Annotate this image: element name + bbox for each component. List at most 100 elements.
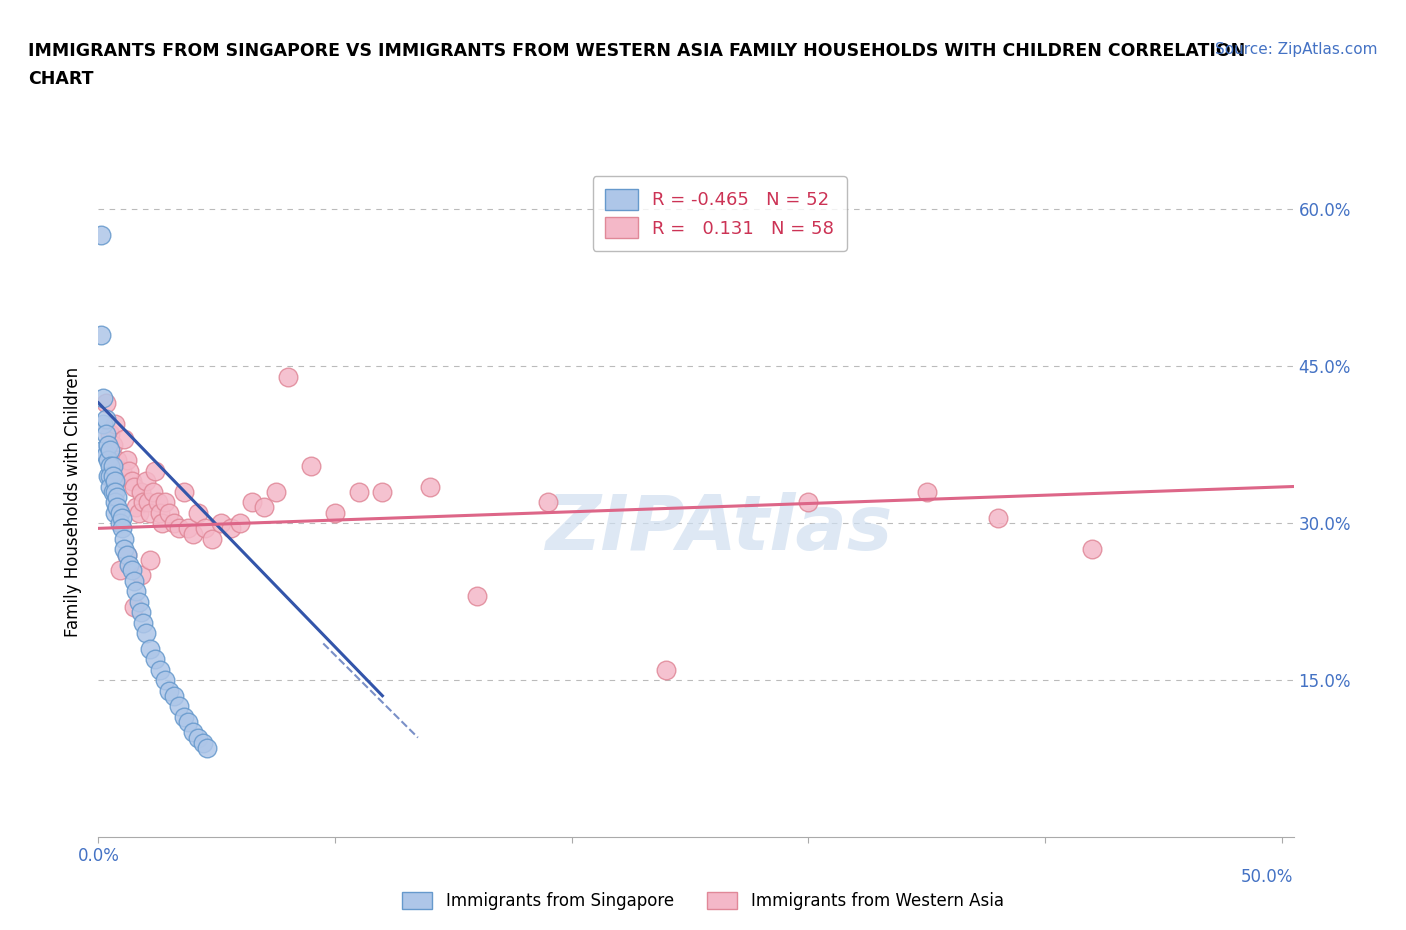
Point	[90, 327, 112, 342]
Point	[111, 521, 134, 536]
Point	[181, 526, 204, 541]
Point	[115, 547, 138, 562]
Point	[118, 463, 141, 478]
Point	[143, 652, 166, 667]
Point	[157, 683, 180, 698]
Point	[177, 521, 200, 536]
Point	[299, 458, 322, 473]
Point	[915, 485, 938, 499]
Point	[129, 485, 152, 499]
Point	[465, 589, 488, 604]
Point	[797, 495, 820, 510]
Point	[115, 547, 138, 562]
Point	[537, 495, 560, 510]
Point	[371, 485, 394, 499]
Point	[121, 474, 143, 489]
Point	[173, 485, 195, 499]
Point	[97, 437, 120, 452]
Point	[105, 489, 128, 504]
Point	[122, 573, 145, 588]
Point	[125, 584, 148, 599]
Point	[277, 369, 299, 384]
Point	[136, 495, 159, 510]
Point	[121, 563, 143, 578]
Point	[111, 463, 134, 478]
Point	[122, 600, 145, 615]
Point	[132, 495, 155, 510]
Point	[1081, 542, 1104, 557]
Point	[129, 568, 152, 583]
Point	[135, 626, 157, 641]
Point	[98, 479, 121, 494]
Point	[105, 453, 128, 468]
Point	[125, 500, 148, 515]
Point	[139, 552, 162, 567]
Point	[94, 447, 117, 462]
Point	[98, 427, 121, 442]
Text: ZIPAtlas: ZIPAtlas	[546, 492, 894, 566]
Point	[419, 479, 441, 494]
Point	[240, 495, 263, 510]
Point	[108, 505, 131, 520]
Y-axis label: Family Households with Children: Family Households with Children	[65, 367, 83, 637]
Point	[211, 516, 233, 531]
Point	[94, 427, 117, 442]
Point	[173, 710, 195, 724]
Point	[114, 432, 136, 447]
Point	[90, 228, 112, 243]
Point	[146, 495, 169, 510]
Point	[108, 563, 131, 578]
Legend: R = -0.465   N = 52, R =   0.131   N = 58: R = -0.465 N = 52, R = 0.131 N = 58	[593, 177, 846, 251]
Point	[111, 511, 134, 525]
Point	[108, 516, 131, 531]
Point	[104, 474, 127, 489]
Point	[153, 495, 176, 510]
Point	[229, 516, 252, 531]
Point	[157, 505, 180, 520]
Point	[142, 485, 165, 499]
Point	[139, 642, 162, 657]
Point	[347, 485, 370, 499]
Point	[122, 479, 145, 494]
Point	[94, 395, 117, 410]
Point	[115, 453, 138, 468]
Point	[104, 417, 127, 432]
Point	[253, 500, 276, 515]
Point	[97, 469, 120, 484]
Point	[91, 443, 114, 458]
Point	[201, 531, 224, 546]
Point	[987, 511, 1010, 525]
Point	[655, 662, 678, 677]
Point	[139, 505, 162, 520]
Point	[129, 604, 152, 619]
Point	[167, 521, 190, 536]
Point	[181, 725, 204, 740]
Text: CHART: CHART	[28, 70, 94, 87]
Point	[163, 516, 186, 531]
Point	[264, 485, 287, 499]
Point	[98, 443, 121, 458]
Point	[91, 391, 114, 405]
Point	[97, 453, 120, 468]
Point	[101, 469, 124, 484]
Point	[132, 615, 155, 630]
Point	[128, 594, 150, 609]
Point	[104, 505, 127, 520]
Point	[323, 505, 346, 520]
Point	[118, 558, 141, 573]
Point	[94, 411, 117, 426]
Point	[101, 437, 124, 452]
Point	[191, 736, 214, 751]
Point	[114, 531, 136, 546]
Point	[195, 740, 218, 755]
Point	[98, 458, 121, 473]
Point	[114, 542, 136, 557]
Point	[219, 521, 242, 536]
Point	[149, 505, 172, 520]
Point	[105, 500, 128, 515]
Legend: Immigrants from Singapore, Immigrants from Western Asia: Immigrants from Singapore, Immigrants fr…	[395, 885, 1011, 917]
Point	[187, 505, 209, 520]
Text: Source: ZipAtlas.com: Source: ZipAtlas.com	[1215, 42, 1378, 57]
Point	[187, 730, 209, 745]
Point	[149, 662, 172, 677]
